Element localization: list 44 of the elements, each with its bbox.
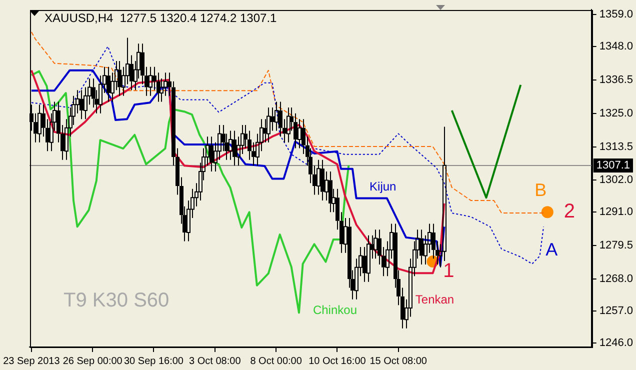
chart-title: XAUUSD,H4 1277.5 1320.4 1274.2 1307.1 bbox=[44, 10, 278, 25]
x-tick-label: 23 Sep 2013 bbox=[3, 356, 60, 367]
candlestick bbox=[328, 170, 332, 213]
candlestick bbox=[210, 136, 214, 172]
y-tick-label: 1257.0 bbox=[599, 304, 634, 317]
candlestick bbox=[420, 229, 424, 265]
x-tick-label: 8 Oct 00:00 bbox=[250, 356, 302, 367]
candlestick bbox=[38, 104, 42, 143]
candlestick bbox=[148, 66, 152, 96]
candlestick bbox=[266, 107, 270, 143]
y-tick-label: 1246.0 bbox=[599, 336, 634, 349]
ref-line-label: 1307.1 bbox=[596, 160, 630, 172]
series-label: Chinkou bbox=[312, 303, 357, 318]
series-label: A bbox=[546, 240, 558, 260]
candlestick bbox=[232, 130, 236, 166]
candlestick bbox=[80, 90, 84, 120]
candlestick bbox=[286, 107, 290, 143]
candlestick bbox=[118, 60, 122, 96]
y-tick-label: 1348.0 bbox=[599, 40, 634, 53]
y-tick-label: 1302.0 bbox=[599, 174, 634, 186]
annotation: 2 bbox=[564, 200, 575, 223]
y-tick-label: 1291.0 bbox=[599, 206, 634, 218]
y-tick-label: 1325.0 bbox=[599, 107, 634, 120]
series-label: Kijun bbox=[370, 180, 396, 194]
x-tick-label: 26 Sep 00:00 bbox=[62, 356, 123, 367]
series-label: B bbox=[534, 180, 547, 200]
annotation: 1 bbox=[443, 260, 454, 282]
series-label: Tenkan bbox=[415, 292, 454, 306]
candlestick bbox=[270, 107, 274, 132]
x-tick-label: 15 Oct 08:00 bbox=[370, 356, 428, 367]
y-tick-label: 1336.5 bbox=[599, 74, 634, 86]
candlestick bbox=[362, 246, 366, 282]
y-tick-label: 1279.5 bbox=[599, 240, 634, 252]
y-tick-label: 1359.0 bbox=[599, 8, 634, 21]
line-series bbox=[30, 46, 544, 264]
x-tick-label: 30 Sep 16:00 bbox=[124, 356, 184, 367]
candlestick bbox=[106, 66, 110, 102]
candlestick bbox=[366, 234, 370, 282]
annotation: T9 K30 S60 bbox=[64, 290, 170, 312]
x-tick-label: 10 Oct 16:00 bbox=[308, 356, 366, 367]
y-tick-label: 1313.5 bbox=[599, 140, 634, 153]
y-tick-label: 1268.0 bbox=[599, 273, 634, 286]
x-tick-label: 3 Oct 08:00 bbox=[189, 356, 242, 367]
candlestick bbox=[320, 159, 324, 202]
